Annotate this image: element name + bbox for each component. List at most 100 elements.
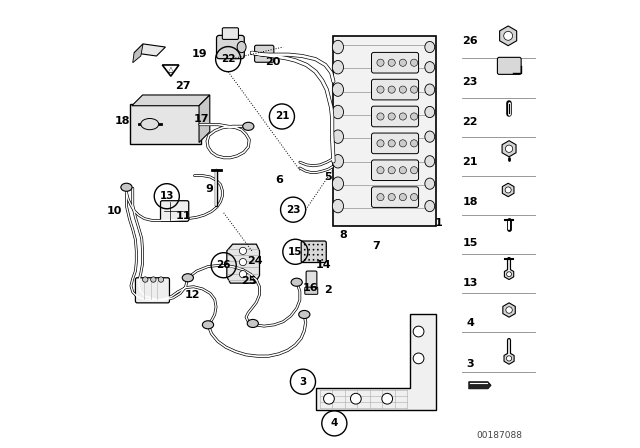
Text: 19: 19 — [191, 49, 207, 59]
Circle shape — [312, 244, 314, 246]
Circle shape — [506, 145, 513, 152]
Polygon shape — [316, 314, 436, 410]
Text: 15: 15 — [288, 247, 303, 257]
FancyBboxPatch shape — [130, 104, 201, 144]
Text: 17: 17 — [193, 114, 209, 124]
Circle shape — [308, 244, 310, 246]
Circle shape — [158, 277, 164, 282]
Ellipse shape — [425, 201, 435, 212]
FancyBboxPatch shape — [371, 187, 419, 207]
Text: △: △ — [168, 65, 173, 74]
Circle shape — [239, 271, 246, 278]
Text: 16: 16 — [302, 283, 318, 293]
Circle shape — [321, 254, 323, 256]
Ellipse shape — [237, 41, 246, 53]
Circle shape — [410, 140, 418, 147]
Circle shape — [377, 86, 384, 93]
Circle shape — [399, 86, 406, 93]
Text: 23: 23 — [286, 205, 300, 215]
Text: 7: 7 — [372, 241, 380, 250]
Polygon shape — [132, 95, 210, 106]
Ellipse shape — [141, 118, 159, 130]
Text: 9: 9 — [205, 184, 213, 194]
Text: 12: 12 — [184, 290, 200, 300]
Circle shape — [304, 254, 306, 256]
Ellipse shape — [425, 178, 435, 190]
Circle shape — [317, 254, 319, 256]
Circle shape — [506, 307, 512, 313]
Circle shape — [399, 59, 406, 66]
Circle shape — [399, 113, 406, 120]
Ellipse shape — [332, 40, 344, 54]
Ellipse shape — [182, 274, 193, 282]
Polygon shape — [504, 353, 514, 364]
Circle shape — [239, 247, 246, 254]
Text: 4: 4 — [466, 319, 474, 328]
Ellipse shape — [332, 199, 344, 213]
Circle shape — [410, 86, 418, 93]
Text: 26: 26 — [216, 260, 231, 270]
Circle shape — [239, 258, 246, 266]
FancyBboxPatch shape — [306, 271, 317, 292]
Circle shape — [410, 113, 418, 120]
Circle shape — [506, 356, 511, 361]
FancyBboxPatch shape — [371, 79, 419, 100]
FancyBboxPatch shape — [255, 45, 274, 62]
Circle shape — [413, 353, 424, 364]
Text: 2: 2 — [324, 285, 332, 295]
Circle shape — [304, 249, 306, 250]
FancyBboxPatch shape — [305, 287, 318, 294]
Circle shape — [388, 86, 396, 93]
Text: 18: 18 — [462, 198, 478, 207]
Text: 3: 3 — [300, 377, 307, 387]
FancyBboxPatch shape — [161, 201, 189, 221]
Circle shape — [388, 59, 396, 66]
Text: 20: 20 — [265, 57, 281, 67]
Circle shape — [312, 259, 314, 261]
Circle shape — [308, 259, 310, 261]
Circle shape — [388, 167, 396, 174]
Ellipse shape — [425, 107, 435, 118]
Circle shape — [377, 140, 384, 147]
Circle shape — [410, 59, 418, 66]
Text: 6: 6 — [275, 175, 283, 185]
Text: 13: 13 — [462, 278, 478, 288]
Ellipse shape — [332, 83, 344, 96]
FancyBboxPatch shape — [222, 28, 239, 39]
Text: 11: 11 — [175, 211, 191, 221]
Ellipse shape — [425, 155, 435, 167]
Text: 00187088: 00187088 — [476, 431, 522, 440]
Polygon shape — [504, 269, 514, 280]
Polygon shape — [500, 26, 516, 46]
Text: 22: 22 — [462, 117, 478, 127]
Circle shape — [382, 393, 392, 404]
Text: 22: 22 — [221, 54, 236, 64]
Ellipse shape — [332, 155, 344, 168]
Circle shape — [410, 194, 418, 201]
FancyBboxPatch shape — [136, 278, 170, 303]
Circle shape — [351, 393, 361, 404]
Circle shape — [324, 393, 334, 404]
Circle shape — [377, 59, 384, 66]
FancyBboxPatch shape — [216, 35, 244, 59]
Circle shape — [399, 194, 406, 201]
Text: 15: 15 — [462, 238, 478, 248]
Text: 26: 26 — [462, 36, 478, 46]
Ellipse shape — [121, 183, 132, 191]
Circle shape — [388, 140, 396, 147]
Text: 14: 14 — [316, 260, 332, 270]
Text: 8: 8 — [339, 230, 347, 240]
Polygon shape — [199, 95, 210, 142]
Circle shape — [150, 277, 156, 282]
Ellipse shape — [332, 177, 344, 190]
Ellipse shape — [202, 321, 214, 329]
Circle shape — [308, 254, 310, 256]
FancyBboxPatch shape — [371, 160, 419, 181]
Text: 5: 5 — [324, 172, 332, 182]
Ellipse shape — [332, 105, 344, 119]
FancyBboxPatch shape — [497, 57, 521, 74]
Text: 21: 21 — [275, 112, 289, 121]
Circle shape — [312, 254, 314, 256]
Circle shape — [143, 277, 148, 282]
Polygon shape — [227, 244, 260, 283]
